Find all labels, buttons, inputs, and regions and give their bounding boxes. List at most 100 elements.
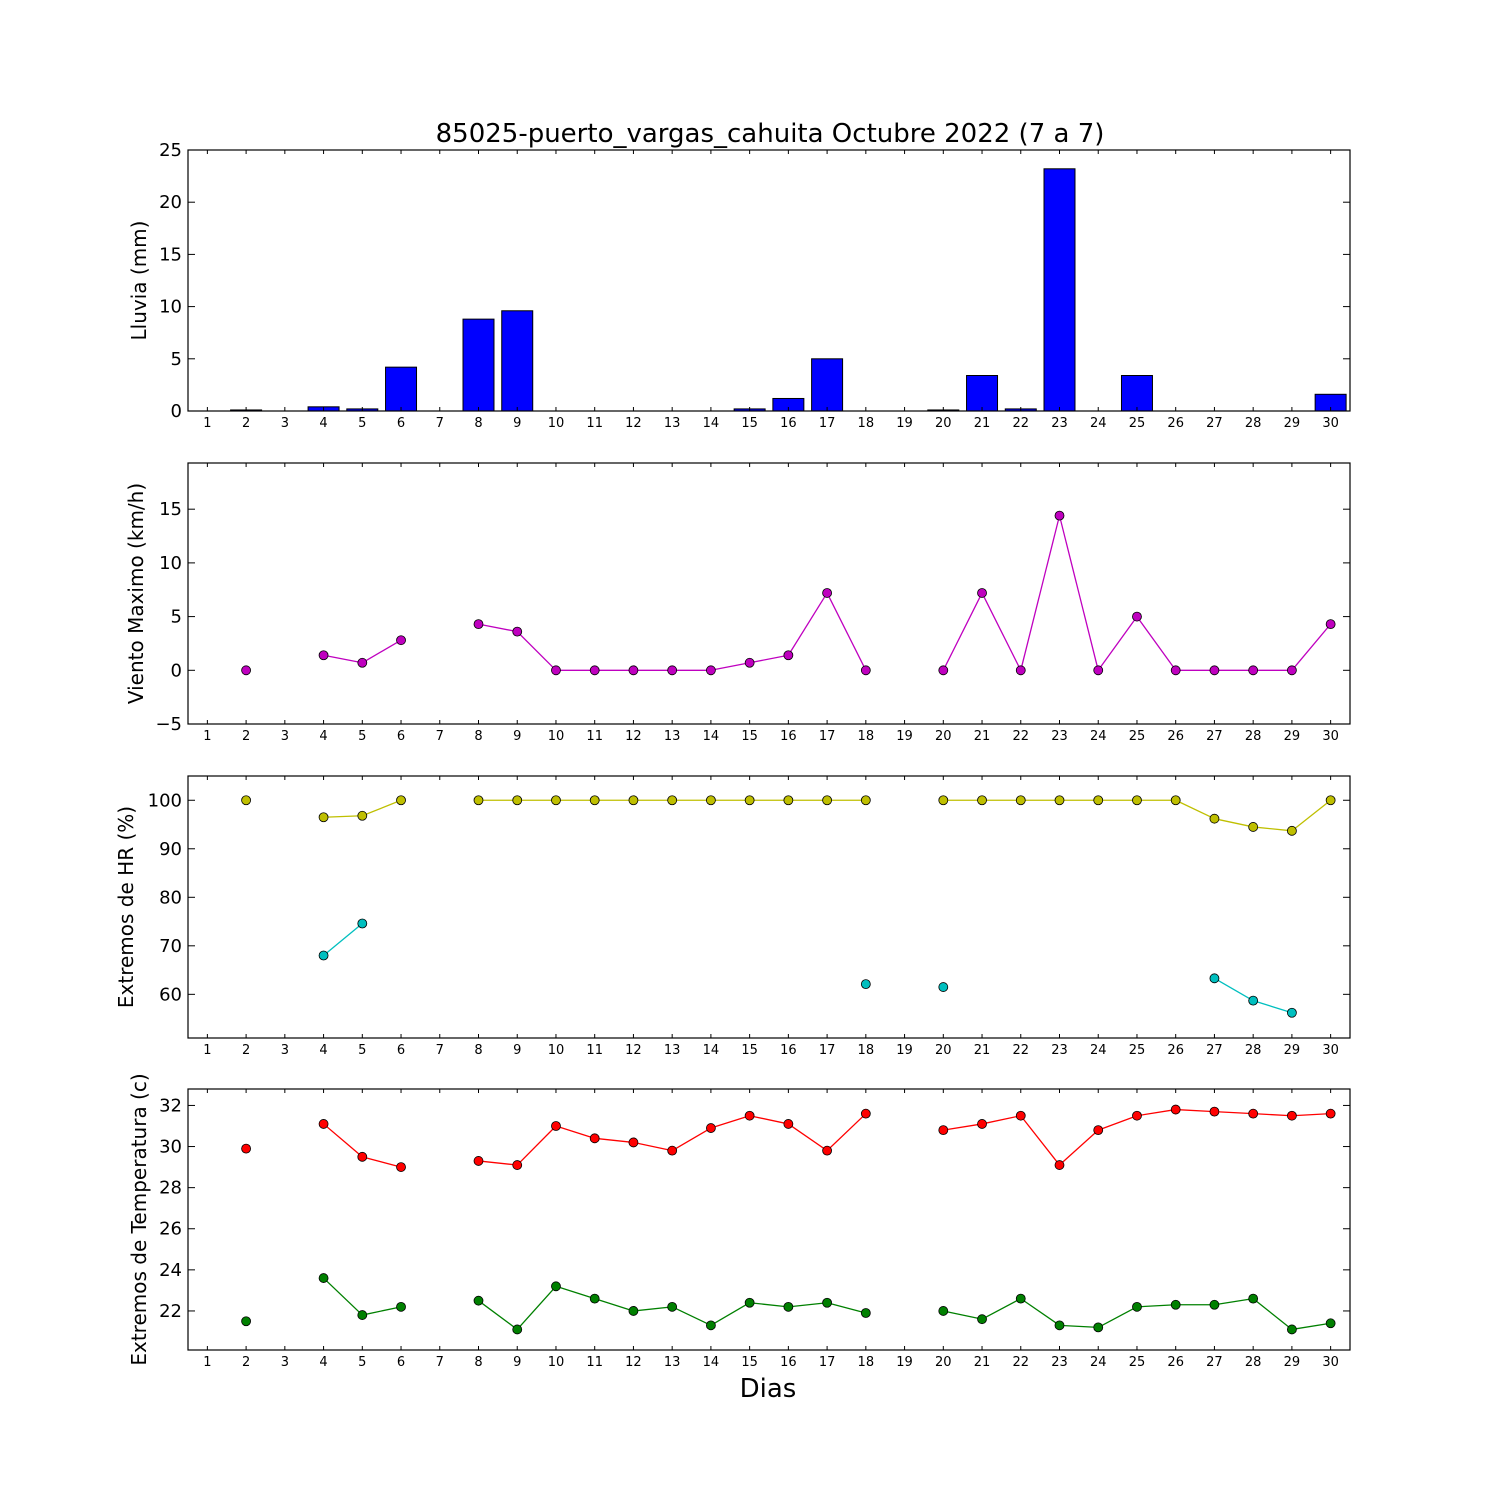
x-tick-label: 3 — [281, 729, 289, 744]
point-day-21 — [977, 1314, 987, 1325]
point-day-21 — [977, 795, 987, 806]
y-tick-label: −5 — [155, 714, 182, 735]
x-tick-label: 1 — [203, 1043, 211, 1058]
axes-frame — [187, 149, 1351, 412]
x-tick-label: 10 — [548, 729, 565, 744]
y-tick-label: 70 — [159, 936, 182, 957]
point-day-23 — [1054, 1320, 1065, 1331]
point-day-26 — [1170, 1104, 1181, 1115]
point-day-11 — [589, 1133, 600, 1144]
x-tick-label: 30 — [1322, 1043, 1339, 1058]
x-tick-label: 20 — [935, 1355, 952, 1370]
line-segment — [1136, 616, 1177, 671]
x-tick-label: 6 — [397, 1043, 405, 1058]
bar-day-9 — [501, 310, 534, 412]
point-day-2 — [241, 795, 252, 806]
x-tick-label: 10 — [548, 416, 565, 431]
x-axis-label: Dias — [740, 1374, 797, 1404]
point-day-17 — [822, 1297, 832, 1308]
line-segment — [362, 1156, 402, 1168]
x-tick-label: 23 — [1051, 416, 1068, 431]
point-day-13 — [667, 795, 678, 806]
point-day-6 — [396, 635, 406, 646]
x-tick-label: 2 — [242, 1355, 250, 1370]
point-day-26 — [1170, 1299, 1181, 1310]
line-segment — [943, 1123, 983, 1131]
point-day-5 — [357, 1310, 368, 1320]
point-day-25 — [1132, 611, 1142, 622]
x-tick-label: 11 — [586, 1355, 603, 1370]
point-day-9 — [512, 795, 523, 806]
point-day-2 — [241, 1143, 252, 1154]
x-tick-label: 10 — [548, 1355, 565, 1370]
x-tick-label: 26 — [1167, 1043, 1184, 1058]
point-day-10 — [551, 1281, 561, 1292]
x-tick-label: 6 — [397, 416, 405, 431]
point-day-21 — [977, 1119, 987, 1129]
x-tick-label: 17 — [819, 1355, 836, 1370]
point-day-14 — [706, 795, 716, 806]
point-day-25 — [1132, 1110, 1142, 1121]
point-day-2 — [241, 665, 252, 676]
line-segment — [981, 1298, 1022, 1320]
point-day-28 — [1248, 1293, 1259, 1304]
line-segment — [749, 1302, 789, 1308]
line-segment — [826, 1302, 866, 1314]
point-day-30 — [1325, 619, 1336, 630]
x-tick-label: 30 — [1322, 1355, 1339, 1370]
point-day-16 — [783, 1301, 794, 1312]
x-tick-label: 29 — [1284, 1043, 1301, 1058]
series-1 — [241, 510, 1336, 676]
point-day-8 — [473, 1156, 484, 1166]
line-segment — [787, 1123, 828, 1152]
x-tick-label: 2 — [242, 1043, 250, 1058]
point-day-8 — [473, 619, 484, 630]
x-tick-label: 27 — [1206, 1355, 1223, 1370]
y-tick-label: 26 — [159, 1219, 182, 1240]
x-tick-label: 13 — [664, 416, 681, 431]
x-tick-label: 6 — [397, 1355, 405, 1370]
point-day-18 — [860, 1108, 871, 1119]
y-tick-label: 24 — [159, 1260, 182, 1281]
y-tick-label: 90 — [159, 839, 182, 860]
line-segment — [749, 654, 789, 664]
y-axis-label: Lluvia (mm) — [127, 221, 151, 341]
x-tick-label: 24 — [1090, 1355, 1107, 1370]
line-segment — [1175, 799, 1215, 820]
x-tick-label: 30 — [1322, 729, 1339, 744]
line-segment — [981, 1115, 1021, 1125]
x-tick-label: 22 — [1012, 416, 1029, 431]
line-segment — [323, 1277, 363, 1316]
line-segment — [1098, 1115, 1138, 1131]
y-tick-label: 25 — [159, 140, 182, 161]
point-day-28 — [1248, 822, 1259, 832]
series-2 — [241, 1273, 1336, 1335]
line-segment — [633, 1141, 673, 1152]
point-day-24 — [1093, 665, 1104, 676]
x-tick-label: 24 — [1090, 416, 1107, 431]
x-tick-label: 21 — [974, 1043, 991, 1058]
point-day-12 — [628, 1137, 639, 1148]
point-day-10 — [551, 1121, 561, 1131]
x-tick-label: 7 — [436, 1355, 444, 1370]
x-tick-label: 29 — [1284, 1355, 1301, 1370]
bar-day-17 — [811, 358, 844, 412]
point-day-13 — [667, 1145, 678, 1156]
y-tick-label: 5 — [171, 349, 182, 370]
line-segment — [516, 631, 557, 671]
bar-day-25 — [1120, 375, 1153, 412]
y-tick-label: 5 — [171, 607, 182, 628]
point-day-17 — [822, 1145, 832, 1156]
line-segment — [1291, 799, 1332, 832]
line-segment — [671, 1127, 712, 1152]
line-segment — [361, 639, 402, 664]
x-tick-label: 13 — [664, 729, 681, 744]
point-day-14 — [706, 665, 716, 676]
point-day-14 — [706, 1123, 716, 1133]
line-segment — [826, 1113, 867, 1152]
line-segment — [1253, 1113, 1292, 1117]
x-tick-label: 15 — [741, 729, 758, 744]
point-day-13 — [667, 665, 678, 676]
